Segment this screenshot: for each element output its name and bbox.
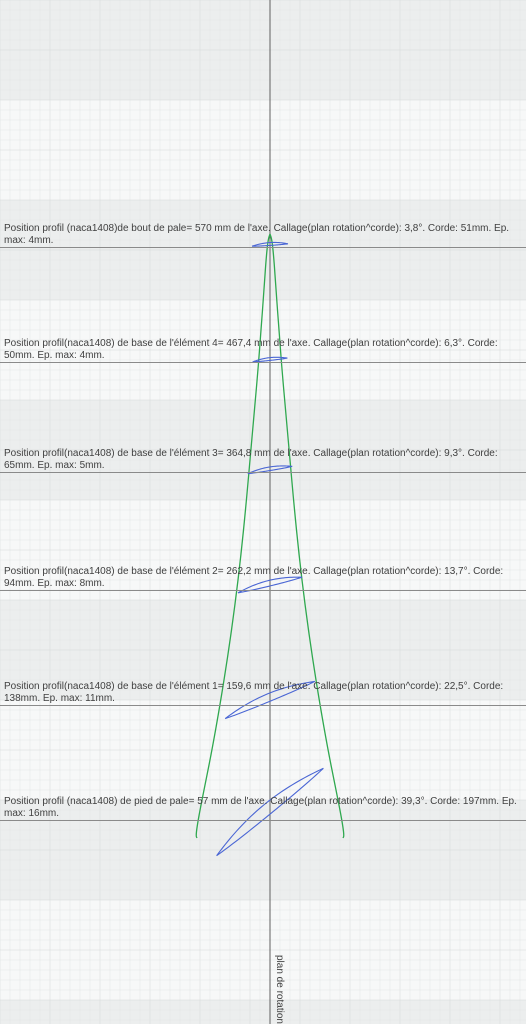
annotation-line-e3	[0, 472, 526, 473]
annotation-e2: Position profil(naca1408) de base de l'é…	[2, 565, 524, 590]
annotation-line-e2	[0, 590, 526, 591]
annotation-e3: Position profil(naca1408) de base de l'é…	[2, 447, 524, 472]
annotation-e1: Position profil(naca1408) de base de l'é…	[2, 680, 524, 705]
vertical-axis-label: plan de rotation	[274, 955, 285, 1024]
annotation-e4: Position profil(naca1408) de base de l'é…	[2, 337, 524, 362]
annotation-line-root	[0, 820, 526, 821]
annotation-root: Position profil (naca1408) de pied de pa…	[2, 795, 524, 820]
annotation-tip: Position profil (naca1408)de bout de pal…	[2, 222, 524, 247]
annotation-line-e1	[0, 705, 526, 706]
annotation-line-e4	[0, 362, 526, 363]
annotation-line-tip	[0, 247, 526, 248]
band	[0, 1000, 526, 1024]
